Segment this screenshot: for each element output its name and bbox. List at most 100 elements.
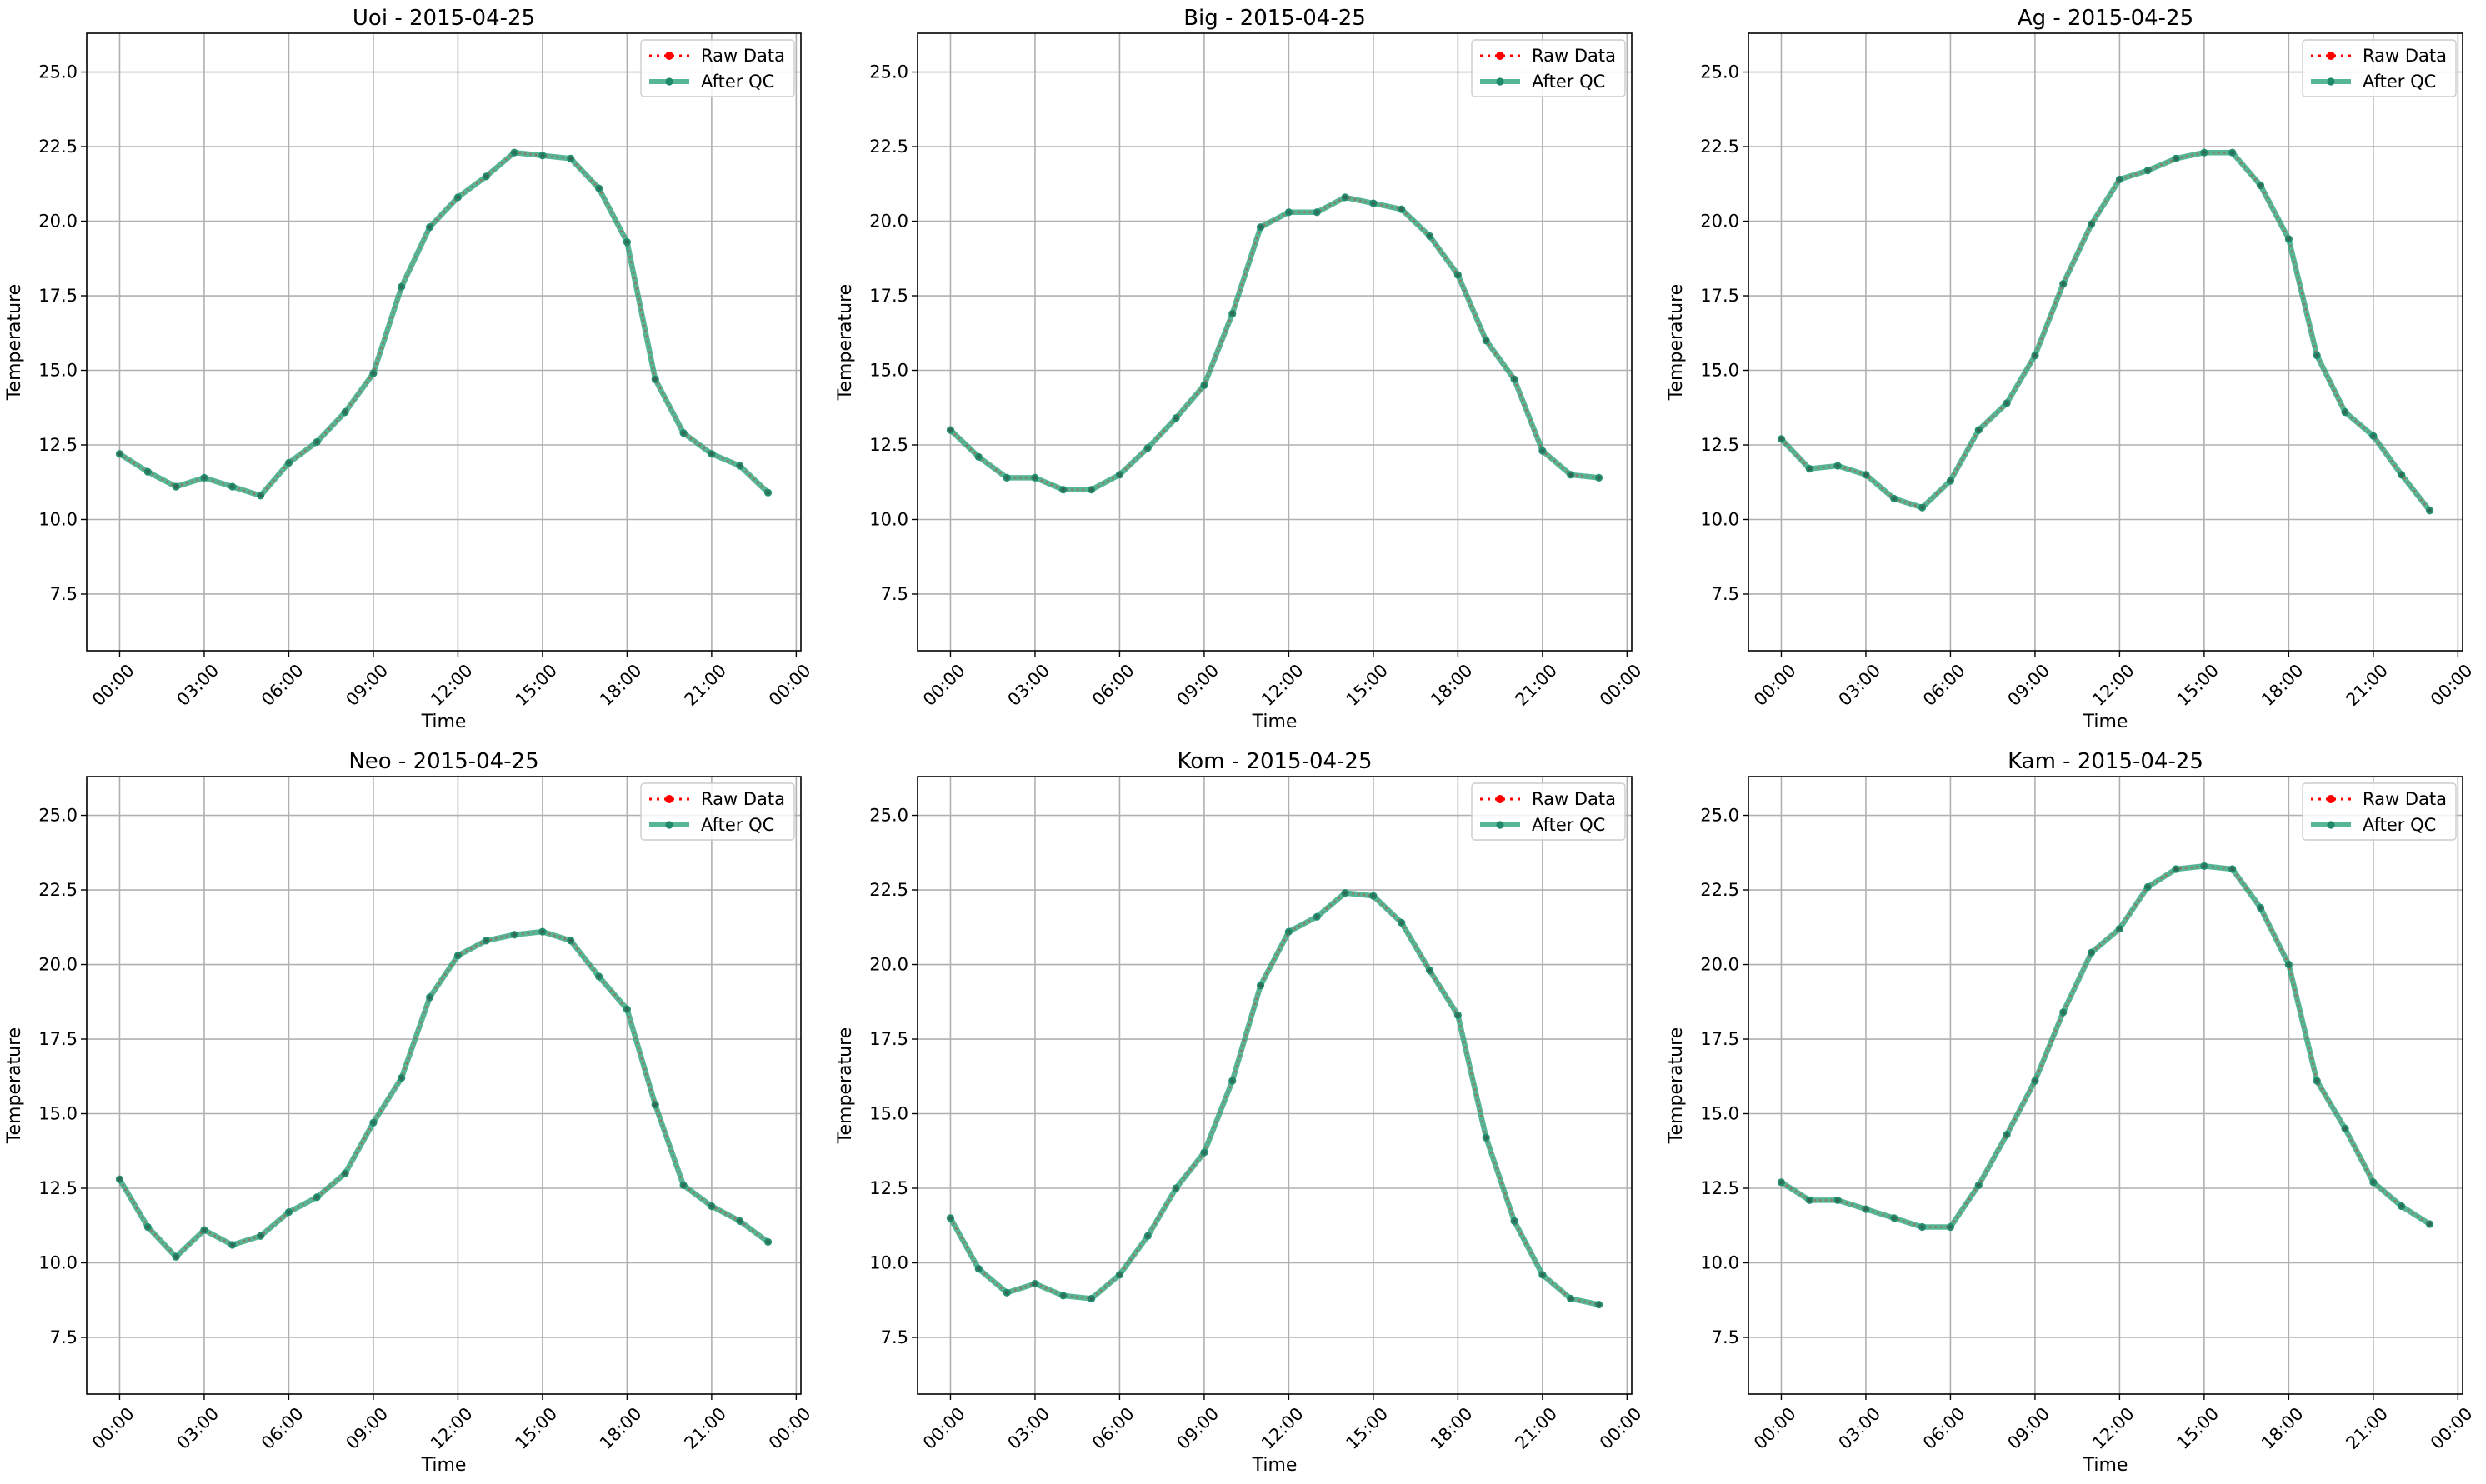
series-line-after-qc <box>1778 863 2433 1230</box>
x-tick-label: 12:00 <box>2088 1403 2138 1453</box>
y-tick-label: 10.0 <box>38 509 78 529</box>
x-tick-label: 00:00 <box>1750 660 1800 710</box>
x-tick-label: 09:00 <box>1173 660 1223 710</box>
axes-frame <box>1748 776 2463 1395</box>
data-point-raw-data <box>766 1240 770 1244</box>
data-point-raw-data <box>1568 472 1573 477</box>
y-tick-label: 10.0 <box>869 509 908 529</box>
x-tick-label: 12:00 <box>427 1403 477 1453</box>
data-point-raw-data <box>484 938 488 943</box>
data-point-raw-data <box>1892 497 1896 501</box>
x-tick-label: 18:00 <box>596 660 646 710</box>
y-tick-label: 22.5 <box>38 880 78 900</box>
data-point-raw-data <box>2033 353 2038 357</box>
chart-panel-3: Ag - 2015-04-25 7.5 10.0 12.5 15.0 17.5 20.0 22… <box>1666 6 2477 732</box>
legend: Raw Data After QC <box>2302 782 2457 841</box>
data-point-raw-data <box>2343 1127 2348 1131</box>
data-point-raw-data <box>1597 476 1601 480</box>
data-point-raw-data <box>1089 487 1093 492</box>
data-point-raw-data <box>540 153 545 157</box>
legend-label-raw-data: Raw Data <box>1532 46 1616 66</box>
legend-marker-after-qc <box>1496 821 1504 829</box>
data-point-raw-data <box>258 1234 263 1238</box>
series-line-after-qc <box>117 149 771 499</box>
data-point-raw-data <box>766 491 770 495</box>
data-point-raw-data <box>597 974 601 979</box>
data-point-raw-data <box>2371 434 2376 438</box>
legend-label-raw-data: Raw Data <box>2363 789 2447 809</box>
y-tick-label: 12.5 <box>1700 1178 1739 1198</box>
x-tick-label: 15:00 <box>2173 1403 2223 1453</box>
x-tick-label: 00:00 <box>765 660 815 710</box>
data-point-raw-data <box>173 484 178 489</box>
data-point-raw-data <box>1061 487 1065 492</box>
y-tick-label: 22.5 <box>869 880 908 900</box>
y-tick-label: 7.5 <box>881 584 908 604</box>
data-point-raw-data <box>1484 1135 1488 1140</box>
data-point-raw-data <box>315 440 319 444</box>
data-point-raw-data <box>2399 1204 2403 1208</box>
x-tick-label: 03:00 <box>1834 660 1884 710</box>
legend: Raw Data After QC <box>640 782 795 841</box>
data-point-raw-data <box>1258 225 1263 229</box>
series-line-raw-data <box>949 892 1599 1306</box>
data-point-raw-data <box>2202 864 2207 868</box>
data-point-raw-data <box>1343 891 1348 895</box>
series-line-raw-data <box>1780 151 2431 512</box>
y-tick-label: 17.5 <box>1700 1029 1739 1049</box>
legend-marker-raw-data <box>665 795 673 803</box>
chart-title: Uoi - 2015-04-25 <box>353 6 535 31</box>
data-point-raw-data <box>230 484 234 489</box>
data-point-raw-data <box>1118 472 1122 477</box>
data-point-raw-data <box>1892 1216 1896 1220</box>
x-tick-label: 09:00 <box>342 660 392 710</box>
data-point-raw-data <box>2033 1078 2038 1083</box>
x-tick-label: 15:00 <box>1342 660 1392 710</box>
x-tick-label: 00:00 <box>765 1403 815 1453</box>
data-point-raw-data <box>2287 237 2291 242</box>
chart-panel-5: Kom - 2015-04-25 7.5 10.0 12.5 15.0 17.5 20.0 2… <box>835 749 1646 1476</box>
y-tick-label: 12.5 <box>1700 435 1739 455</box>
data-point-raw-data <box>173 1255 178 1259</box>
data-point-raw-data <box>653 377 658 382</box>
data-point-raw-data <box>2173 867 2178 872</box>
data-point-raw-data <box>1371 893 1376 898</box>
data-point-raw-data <box>2343 410 2348 414</box>
data-point-raw-data <box>1173 1186 1178 1191</box>
data-point-raw-data <box>146 470 150 474</box>
data-point-raw-data <box>597 186 601 191</box>
data-point-raw-data <box>568 157 573 161</box>
x-axis-label: Time <box>1252 712 1298 732</box>
x-tick-label: 06:00 <box>1088 1403 1138 1453</box>
legend-marker-raw-data <box>2327 52 2335 60</box>
data-point-raw-data <box>1287 210 1291 214</box>
y-tick-label: 15.0 <box>869 361 908 381</box>
data-point-raw-data <box>230 1242 234 1247</box>
legend-label-after-qc: After QC <box>2363 815 2436 835</box>
x-tick-label: 06:00 <box>1088 660 1138 710</box>
legend-marker-after-qc <box>665 821 673 829</box>
data-point-raw-data <box>625 240 629 244</box>
y-tick-label: 17.5 <box>38 286 78 306</box>
x-tick-label: 09:00 <box>342 1403 392 1453</box>
axes-frame <box>917 776 1633 1395</box>
y-tick-label: 10.0 <box>869 1252 908 1272</box>
x-tick-label: 18:00 <box>1427 1403 1477 1453</box>
data-point-raw-data <box>1315 915 1319 919</box>
legend-marker-after-qc <box>2327 821 2335 829</box>
axes-frame <box>917 32 1633 652</box>
x-tick-label: 06:00 <box>1919 1403 1969 1453</box>
data-point-raw-data <box>2146 168 2150 172</box>
x-tick-label: 15:00 <box>2173 660 2223 710</box>
y-tick-label: 20.0 <box>38 212 78 232</box>
y-tick-label: 17.5 <box>869 1029 908 1049</box>
y-tick-label: 7.5 <box>881 1327 908 1347</box>
x-axis-label: Time <box>421 712 467 732</box>
data-point-raw-data <box>2089 951 2093 955</box>
y-tick-label: 15.0 <box>1700 1104 1739 1124</box>
data-point-raw-data <box>709 452 714 456</box>
x-axis-label: Time <box>2083 712 2128 732</box>
data-point-raw-data <box>948 1216 953 1220</box>
y-tick-label: 25.0 <box>38 62 78 82</box>
series-line-after-qc <box>117 928 771 1260</box>
